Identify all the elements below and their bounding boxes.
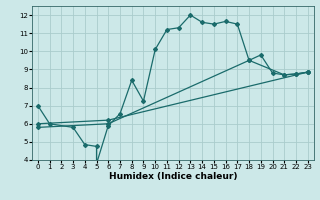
X-axis label: Humidex (Indice chaleur): Humidex (Indice chaleur) <box>108 172 237 181</box>
